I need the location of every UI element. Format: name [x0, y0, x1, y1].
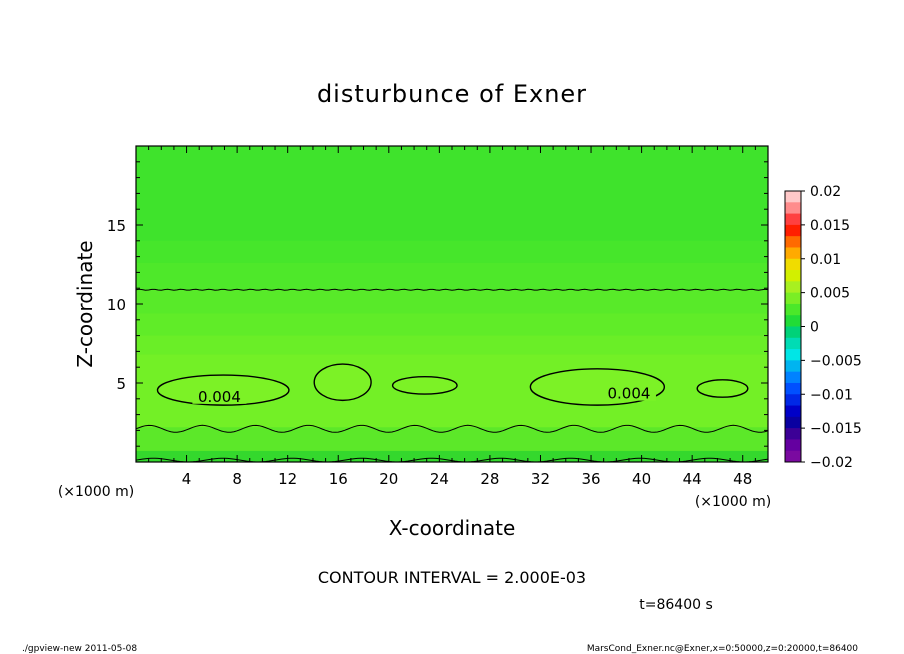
x-tick-label: 8	[232, 470, 242, 488]
x-tick-label: 40	[632, 470, 651, 488]
x-tick-label: 20	[379, 470, 398, 488]
contour-label: 0.004	[198, 388, 241, 406]
colorbar-swatch	[785, 224, 801, 237]
colorbar-swatch	[785, 270, 801, 282]
colorbar-swatch	[785, 405, 801, 418]
colorbar-label: 0	[810, 320, 819, 336]
colorbar-swatch	[785, 247, 801, 260]
colorbar-swatch	[785, 337, 801, 350]
colorbar-swatch	[785, 382, 801, 395]
x-tick-label: 32	[531, 470, 550, 488]
colorbar-swatch	[785, 292, 801, 305]
contour-line-0.002	[135, 424, 769, 433]
colorbar-swatch	[785, 303, 801, 316]
contour-label-bg	[601, 384, 656, 401]
colorbar-label: −0.01	[810, 387, 853, 403]
x-axis-ticks: 4 8 12 16 20 24 28 32 36 40 44 48	[148, 146, 756, 488]
colorbar-swatch	[785, 258, 801, 271]
y-axis-label: Z-coordinate	[73, 240, 97, 367]
colorbar-swatch	[785, 326, 801, 339]
footer-right: MarsCond_Exner.nc@Exner,x=0:50000,z=0:20…	[587, 644, 858, 654]
colorbar-swatch	[785, 360, 801, 373]
colorbar-label: −0.005	[810, 353, 862, 369]
x-tick-label: 44	[683, 470, 702, 488]
colorbar-swatch	[785, 439, 801, 452]
x-tick-label: 4	[182, 470, 192, 488]
colorbar-swatch	[785, 450, 801, 463]
colorbar-swatch	[785, 202, 801, 215]
x-tick-label: 28	[480, 470, 499, 488]
contour-label: 0.004	[607, 385, 650, 403]
colorbar-swatch	[785, 394, 801, 407]
colorbar-swatch	[785, 281, 801, 294]
y-axis-unit: (×1000 m)	[58, 484, 134, 500]
colorbar-label: −0.015	[810, 421, 862, 437]
chart-title: disturbunce of Exner	[317, 80, 587, 108]
x-tick-label: 48	[733, 470, 752, 488]
colorbar: 0.02 0.015 0.01 0.005 0 −0.005 −0.01 −0.015 −0.0…	[784, 184, 862, 471]
y-tick-label: 5	[116, 375, 126, 393]
contour-interval-text: CONTOUR INTERVAL = 2.000E-03	[318, 568, 586, 587]
colorbar-swatch	[785, 236, 801, 248]
contour-line-0.004	[313, 363, 372, 402]
colorbar-swatch	[785, 191, 801, 203]
x-tick-label: 24	[430, 470, 449, 488]
colorbar-swatch	[785, 349, 801, 361]
colorbar-label: 0.01	[810, 252, 841, 268]
colorbar-label: 0.02	[810, 184, 841, 200]
colorbar-swatch	[785, 428, 801, 440]
contour-line-0	[135, 288, 769, 291]
x-axis-unit: (×1000 m)	[695, 494, 771, 510]
x-axis-label: X-coordinate	[389, 516, 516, 540]
level-band	[136, 450, 768, 462]
colorbar-label: 0.015	[810, 218, 850, 234]
contour-line-0.004	[696, 379, 749, 398]
contour-label-bg	[192, 387, 247, 404]
colorbar-swatch	[785, 416, 801, 429]
x-tick-label: 12	[278, 470, 297, 488]
colorbar-swatch	[785, 213, 801, 226]
colorbar-swatch	[785, 315, 801, 327]
time-label: t=86400 s	[639, 597, 713, 613]
colorbar-label: 0.005	[810, 286, 850, 302]
contour-line-0.004	[391, 375, 458, 395]
x-tick-label: 36	[581, 470, 600, 488]
footer-left: ./gpview-new 2011-05-08	[22, 644, 137, 654]
x-tick-label: 16	[329, 470, 348, 488]
contour-plot-area: 0.004 0.004	[135, 145, 769, 463]
y-tick-label: 10	[107, 296, 126, 314]
colorbar-swatch	[785, 371, 801, 384]
colorbar-label: −0.02	[810, 455, 853, 471]
y-axis-ticks: 5 10 15	[107, 161, 768, 447]
y-tick-label: 15	[107, 217, 126, 235]
